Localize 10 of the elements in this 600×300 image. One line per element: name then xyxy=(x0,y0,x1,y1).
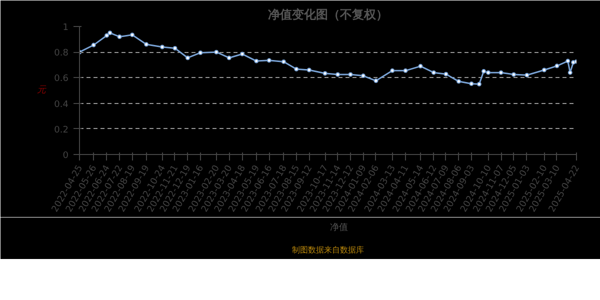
y-tick-label: 0.6 xyxy=(54,74,69,84)
y-tick-label: 0.4 xyxy=(54,100,69,110)
y-tick-label: 0 xyxy=(62,151,69,161)
chart-title: 净值变化图（不复权） xyxy=(268,8,388,22)
y-tick-label: 1 xyxy=(62,23,69,33)
text: 制图数据来自数据库 xyxy=(292,246,364,254)
y-tick-label: 0.2 xyxy=(54,125,69,136)
y-tick-label: 0.8 xyxy=(54,48,69,59)
text: 净值 xyxy=(330,222,349,234)
y-axis-title: 元 xyxy=(37,84,48,96)
